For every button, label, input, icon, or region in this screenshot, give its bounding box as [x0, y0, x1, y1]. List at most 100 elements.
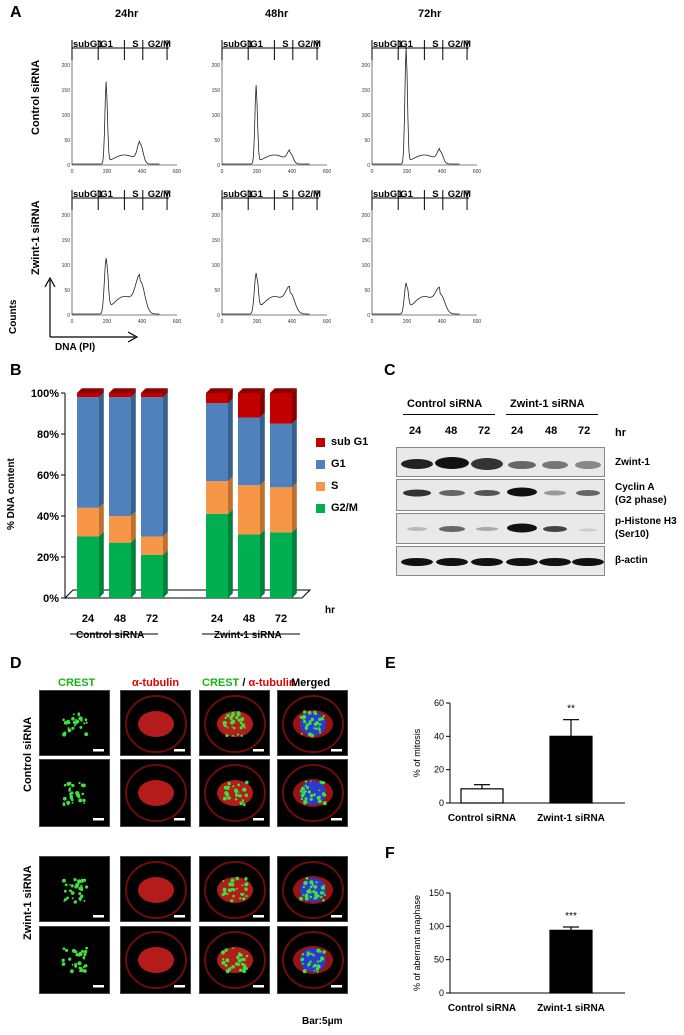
bar-side-sub-g1 [131, 388, 136, 398]
f-y-tick-label: 50 [434, 955, 444, 965]
blot-zwint1-bands [401, 457, 601, 470]
hist-x-tick: 600 [473, 169, 482, 175]
kinetochore-dot [234, 798, 238, 801]
micrograph-panel [199, 926, 270, 994]
kinetochore-dot [310, 717, 314, 722]
micrograph-image [125, 764, 187, 822]
hist-y-tick: 200 [212, 213, 221, 219]
micrograph-image [204, 931, 266, 989]
band [539, 558, 571, 566]
cell-membrane [204, 931, 266, 989]
kinetochore-dot [71, 785, 74, 788]
b-x-tick-label: 24 [211, 613, 224, 625]
gate-label-s: S [132, 39, 138, 50]
hist-x-tick: 0 [71, 319, 74, 325]
hist-y-tick: 50 [64, 288, 70, 294]
bar-side-g1 [99, 392, 104, 508]
gate-label-g1: G1 [400, 39, 413, 50]
micrograph-image [125, 861, 187, 919]
timepoint-label-24: 24hr [115, 8, 139, 20]
kinetochore-dot [306, 786, 310, 790]
bar-side-sub-g1 [228, 388, 233, 404]
kinetochore-dot [82, 798, 86, 803]
legend-swatch-s [316, 481, 325, 491]
kinetochore-dot [77, 879, 82, 884]
kinetochore-dot [312, 890, 316, 894]
bar-segment-sub-g1 [206, 393, 228, 404]
kinetochore-dot [304, 893, 309, 898]
kinetochore-dot [319, 960, 321, 962]
kinetochore-dot [222, 720, 227, 725]
hist-y-tick: 100 [62, 263, 71, 269]
bar-segment-sub-g1 [141, 393, 163, 398]
micrograph-panel [277, 856, 348, 922]
micrograph-panel [120, 690, 191, 756]
kinetochore-dot [302, 969, 307, 974]
kinetochore-dot [308, 890, 312, 894]
e-x-tick-label: Control siRNA [448, 813, 516, 824]
kinetochore-dot [318, 723, 322, 726]
micrograph-panel [277, 759, 348, 827]
spindle [138, 711, 174, 737]
hist-x-tick: 200 [403, 319, 412, 325]
kinetochore-dot [316, 948, 321, 953]
bar-segment-g1 [238, 417, 260, 486]
e-significance: ** [567, 704, 575, 715]
kinetochore-dot [303, 880, 308, 886]
b-group-zwint: Zwint-1 siRNA [214, 630, 282, 641]
blot-cyclina [396, 479, 605, 511]
e-bar [460, 788, 504, 804]
kinetochore-dot [315, 967, 319, 971]
cell-membrane [204, 695, 266, 753]
kinetochore-dot [300, 957, 304, 961]
bar-side-g2-m [131, 537, 136, 598]
scale-bar [174, 818, 185, 821]
b-x-tick-label: 48 [114, 613, 126, 625]
kinetochore-dot [232, 947, 235, 950]
cell-membrane [125, 695, 187, 753]
b-y-tick-label: 40% [37, 511, 59, 523]
f-significance: *** [565, 911, 577, 922]
micrograph-panel [277, 926, 348, 994]
hist-x-tick: 200 [403, 169, 412, 175]
kinetochore-dot [73, 724, 76, 727]
kinetochore-dot [68, 957, 72, 961]
kinetochore-dot [74, 964, 78, 968]
hist-x-tick: 200 [103, 319, 112, 325]
kinetochore-dot [232, 894, 235, 898]
micrograph-image [282, 931, 344, 989]
kinetochore-dot [307, 710, 312, 715]
kinetochore-dot [299, 896, 304, 901]
band [436, 558, 468, 566]
e-bar [549, 735, 593, 804]
kinetochore-dot [304, 780, 308, 783]
kinetochore-dot [237, 956, 240, 959]
gate-label-subg1: subG1 [373, 189, 403, 200]
kinetochore-dot [78, 798, 83, 803]
panel-d-letter: D [10, 655, 22, 672]
f-y-tick-label: 150 [429, 888, 444, 898]
kinetochore-dot [83, 952, 87, 957]
hist-y-tick: 0 [67, 163, 70, 169]
b-group-control: Control siRNA [76, 630, 145, 641]
legend-g1: G1 [316, 458, 368, 470]
kinetochore-dot [316, 970, 319, 973]
micrograph-image [204, 861, 266, 919]
bar-segment-s [77, 507, 99, 537]
f-bar [549, 929, 593, 994]
micro-row-control: Control siRNA [22, 716, 34, 792]
bar-segment-g1 [141, 397, 163, 537]
micro-header-tubulin: α-tubulin [132, 677, 180, 689]
kinetochore-dot [242, 803, 246, 807]
kinetochore-dot [323, 894, 326, 896]
overlay-crest: CREST [202, 677, 240, 689]
scale-bar [93, 985, 104, 988]
kinetochore-dot [66, 719, 70, 724]
kinetochore-dot [84, 718, 88, 722]
micrograph-panel [120, 926, 191, 994]
bar-segment-g2-m [77, 536, 99, 598]
gate-label-s: S [432, 189, 438, 200]
bar-segment-sub-g1 [238, 393, 260, 418]
anaphase-bar-chart: 0 50 100 150 % of aberrant anaphase Control s… [412, 888, 625, 1014]
